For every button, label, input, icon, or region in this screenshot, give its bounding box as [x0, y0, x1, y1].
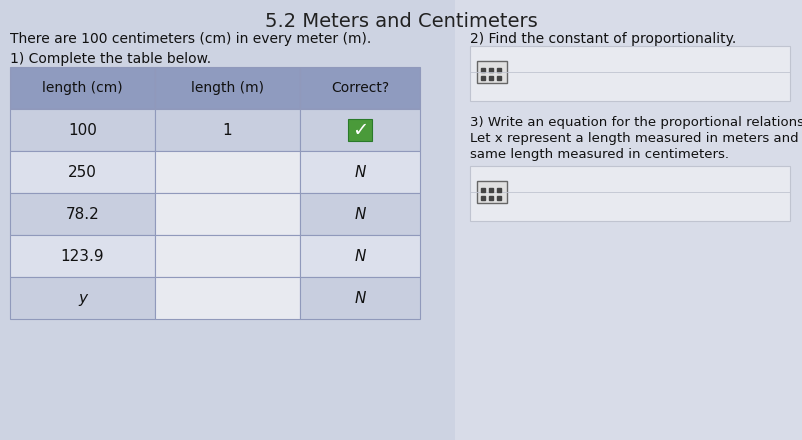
FancyBboxPatch shape: [347, 119, 371, 141]
Bar: [10, 151, 155, 193]
Text: 123.9: 123.9: [61, 249, 104, 264]
Text: 1: 1: [222, 122, 232, 137]
FancyBboxPatch shape: [476, 61, 506, 83]
Text: 78.2: 78.2: [66, 206, 99, 221]
Text: Let x represent a length measured in meters and y: Let x represent a length measured in met…: [469, 132, 802, 145]
Text: 5.2 Meters and Centimeters: 5.2 Meters and Centimeters: [265, 12, 537, 31]
Bar: [300, 235, 419, 277]
Bar: [300, 193, 419, 235]
Bar: [155, 151, 300, 193]
Text: 2) Find the constant of proportionality.: 2) Find the constant of proportionality.: [469, 32, 735, 46]
Text: 1) Complete the table below.: 1) Complete the table below.: [10, 52, 211, 66]
Bar: [155, 277, 300, 319]
Bar: [155, 193, 300, 235]
FancyBboxPatch shape: [469, 166, 789, 221]
Text: N: N: [354, 249, 365, 264]
Bar: [10, 277, 155, 319]
FancyBboxPatch shape: [476, 180, 506, 202]
Text: 100: 100: [68, 122, 97, 137]
Text: same length measured in centimeters.: same length measured in centimeters.: [469, 148, 728, 161]
Bar: [155, 235, 300, 277]
Text: There are 100 centimeters (cm) in every meter (m).: There are 100 centimeters (cm) in every …: [10, 32, 371, 46]
Bar: [155, 67, 300, 109]
Bar: [10, 193, 155, 235]
Bar: [155, 109, 300, 151]
Bar: [10, 67, 155, 109]
Text: y: y: [78, 290, 87, 305]
Text: N: N: [354, 290, 365, 305]
Text: N: N: [354, 165, 365, 180]
Text: length (cm): length (cm): [43, 81, 123, 95]
Text: ✓: ✓: [351, 121, 368, 139]
Text: 250: 250: [68, 165, 97, 180]
FancyBboxPatch shape: [0, 0, 455, 440]
Bar: [10, 235, 155, 277]
Bar: [300, 109, 419, 151]
FancyBboxPatch shape: [469, 46, 789, 101]
Bar: [300, 151, 419, 193]
Bar: [300, 277, 419, 319]
Bar: [10, 109, 155, 151]
Bar: [300, 67, 419, 109]
FancyBboxPatch shape: [455, 0, 802, 440]
Text: 3) Write an equation for the proportional relations: 3) Write an equation for the proportiona…: [469, 116, 802, 129]
Text: length (m): length (m): [191, 81, 264, 95]
Text: Correct?: Correct?: [330, 81, 389, 95]
Text: N: N: [354, 206, 365, 221]
